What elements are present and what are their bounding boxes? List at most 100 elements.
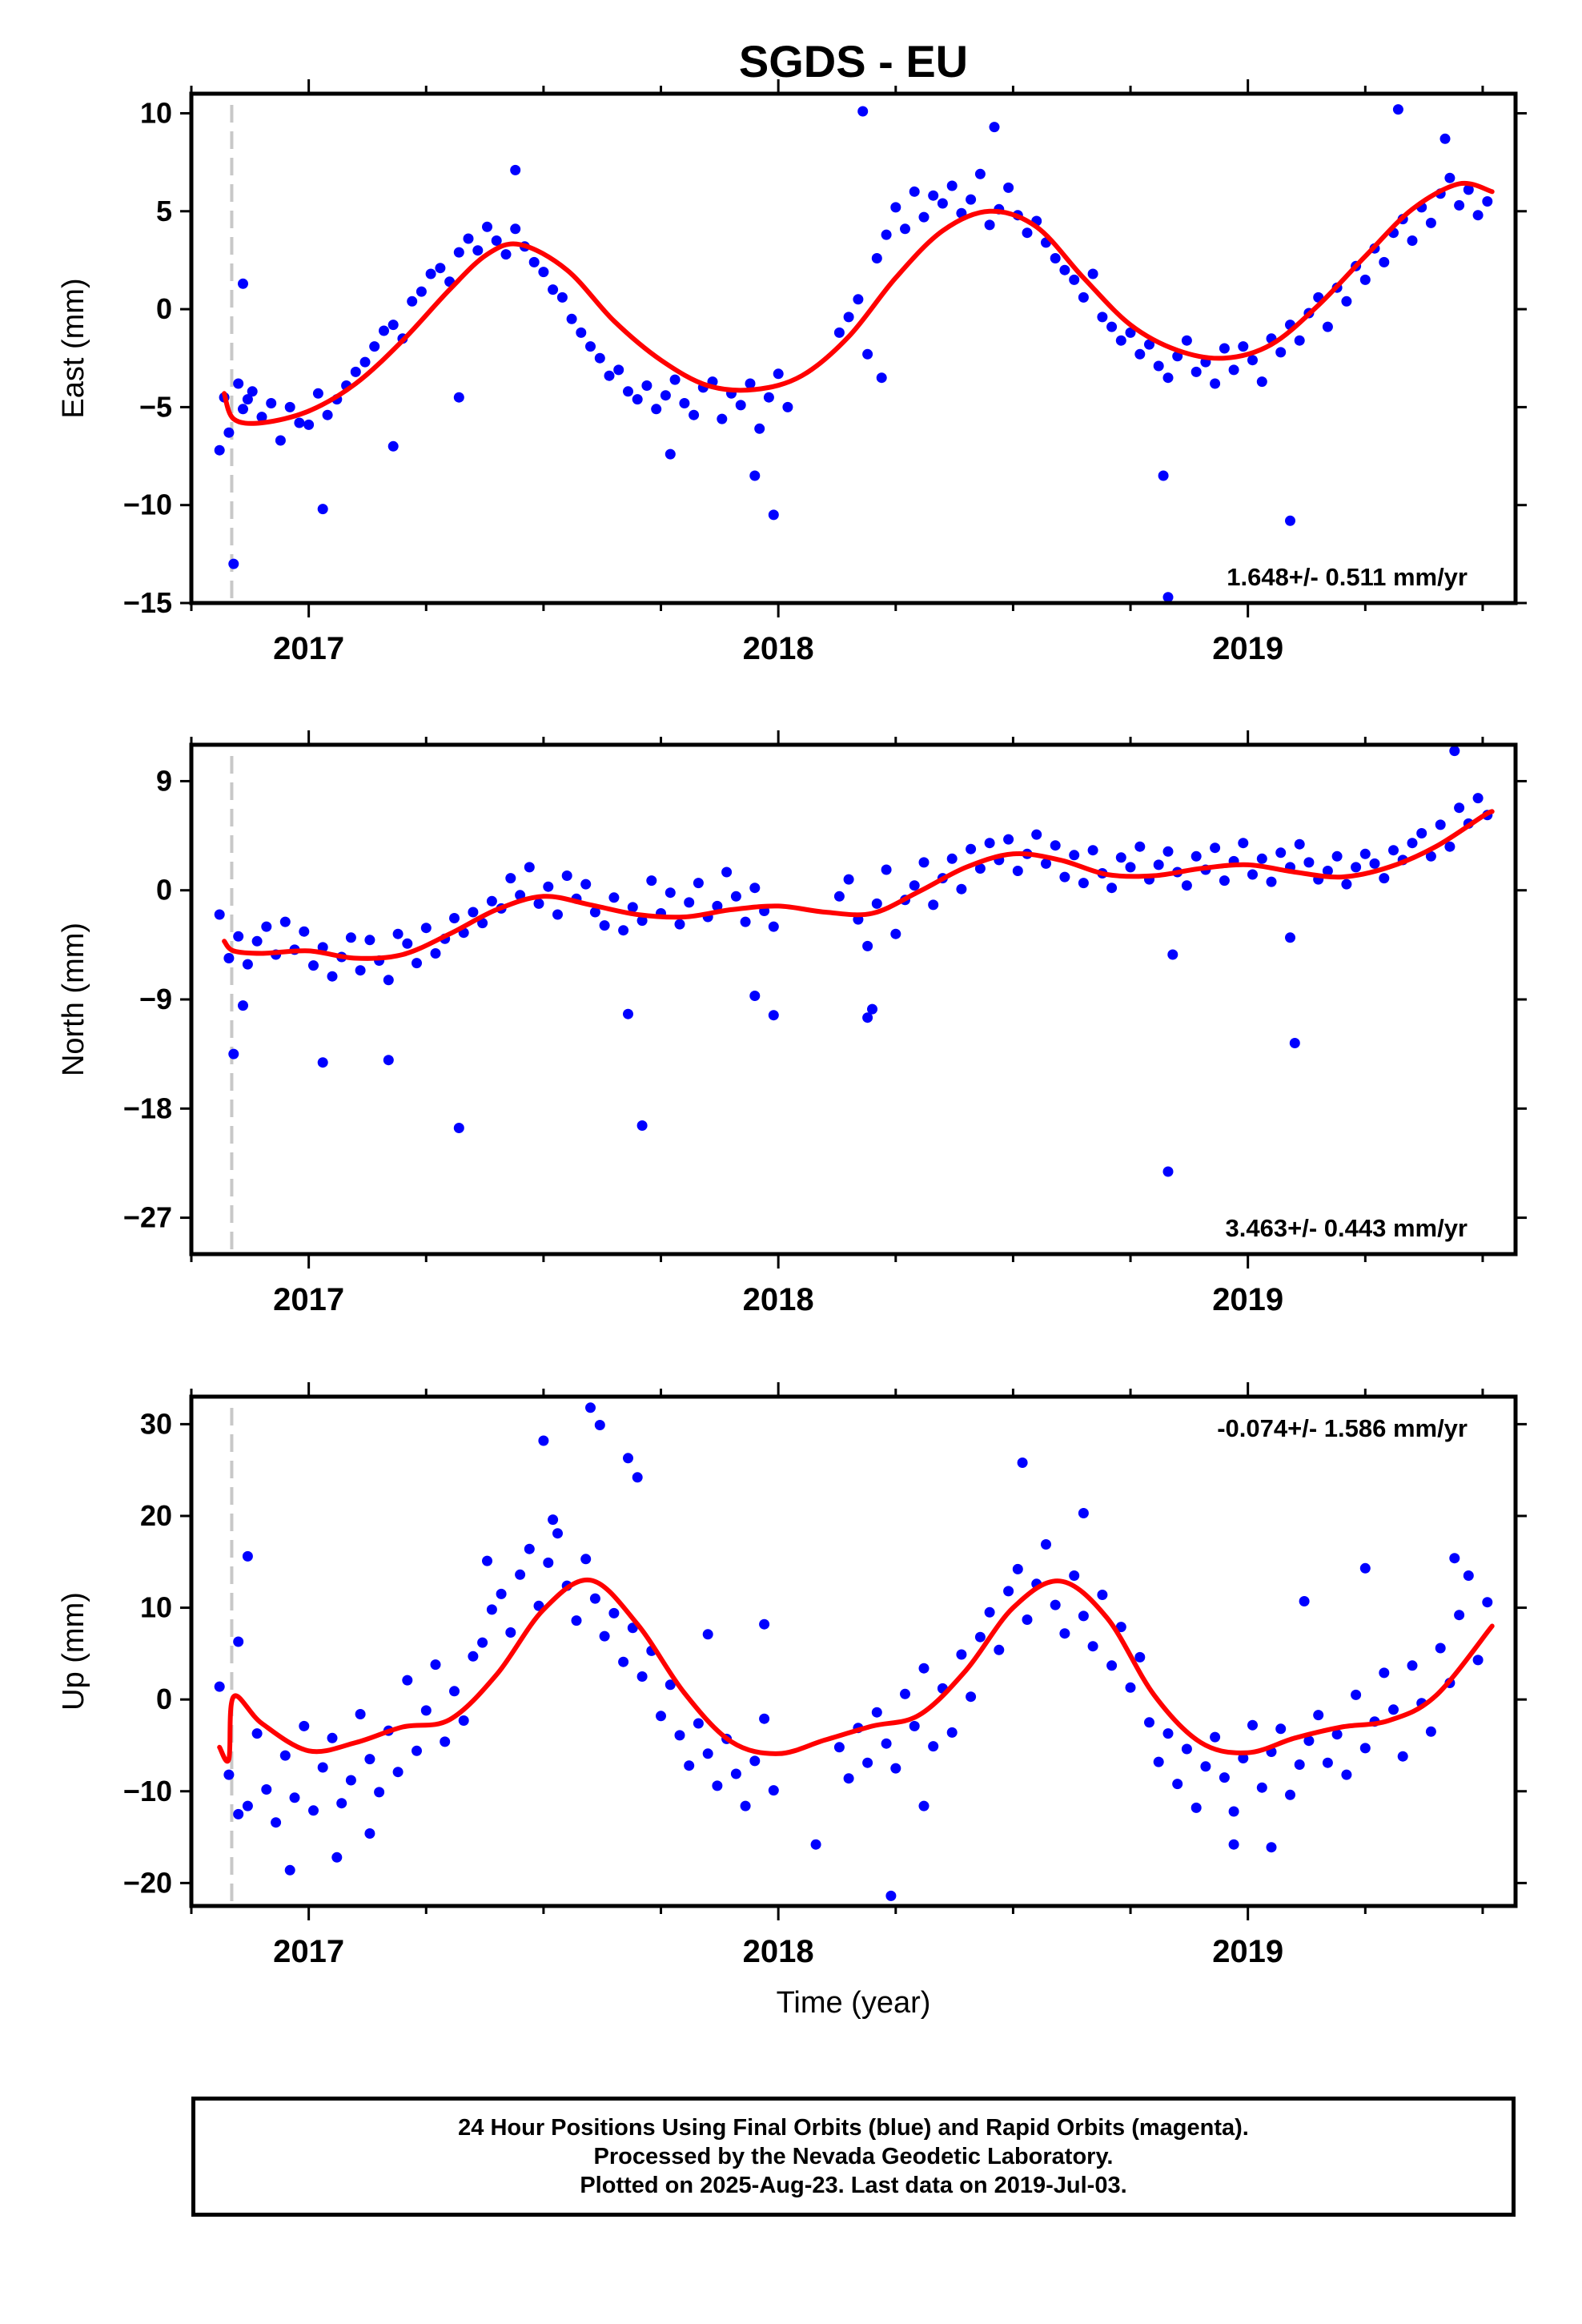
data-point xyxy=(458,1715,469,1726)
data-point xyxy=(425,268,436,279)
data-point xyxy=(1238,341,1249,352)
data-point xyxy=(585,341,596,352)
data-point xyxy=(322,409,333,420)
footer-line-3: Plotted on 2025-Aug-23. Last data on 201… xyxy=(580,2173,1127,2198)
data-point xyxy=(702,1629,713,1640)
data-point xyxy=(618,925,629,936)
data-point xyxy=(1158,470,1169,481)
data-point xyxy=(665,1679,676,1691)
data-point xyxy=(387,440,399,452)
data-point xyxy=(524,1543,535,1554)
data-point xyxy=(1359,274,1371,285)
data-point xyxy=(1050,840,1061,851)
data-point xyxy=(1228,1806,1239,1817)
data-point xyxy=(303,419,315,430)
data-point xyxy=(1106,1660,1118,1671)
data-point xyxy=(279,1750,291,1761)
data-point xyxy=(1144,1717,1154,1728)
data-point xyxy=(477,1637,488,1648)
data-point xyxy=(1454,199,1465,211)
data-point xyxy=(862,940,873,951)
data-point xyxy=(1219,343,1230,354)
data-point xyxy=(1219,1772,1230,1783)
data-point xyxy=(928,899,939,911)
data-point xyxy=(1162,1166,1174,1177)
data-point xyxy=(1003,182,1014,193)
y-tick-label: 0 xyxy=(156,292,172,325)
data-point xyxy=(994,1644,1005,1655)
data-point xyxy=(735,400,746,411)
data-point xyxy=(730,1768,741,1779)
data-point xyxy=(693,878,704,889)
data-point xyxy=(1322,1757,1333,1768)
data-point xyxy=(1369,858,1380,869)
data-point xyxy=(1078,1610,1089,1622)
data-point xyxy=(890,202,901,213)
data-point xyxy=(740,1800,751,1811)
data-point xyxy=(453,247,464,258)
data-point xyxy=(369,341,380,352)
data-point xyxy=(1351,1689,1362,1700)
data-point xyxy=(669,374,681,385)
data-point xyxy=(594,352,605,364)
data-point xyxy=(420,1705,432,1716)
data-point xyxy=(463,233,474,244)
data-point xyxy=(1031,829,1042,840)
data-point xyxy=(1106,321,1118,332)
data-point xyxy=(966,843,977,854)
data-point xyxy=(1003,1586,1014,1597)
x-tick-label: 2017 xyxy=(273,1934,344,1969)
data-point xyxy=(1022,227,1033,239)
data-point xyxy=(364,935,375,946)
data-point xyxy=(1359,1562,1371,1574)
data-point xyxy=(1449,1553,1460,1564)
data-point xyxy=(1313,1710,1324,1721)
y-tick-label: 9 xyxy=(156,764,172,797)
data-point xyxy=(1050,1599,1061,1610)
data-point xyxy=(1435,819,1446,830)
y-tick-label: 5 xyxy=(156,195,172,227)
data-point xyxy=(946,853,958,864)
data-point xyxy=(214,444,225,456)
footer-note: 24 Hour Positions Using Final Orbits (bl… xyxy=(191,2097,1516,2217)
data-point xyxy=(1125,1682,1136,1693)
data-point xyxy=(1162,372,1174,384)
data-point xyxy=(674,919,685,930)
data-point xyxy=(1134,348,1146,360)
data-point xyxy=(524,862,535,873)
data-point xyxy=(871,1707,882,1718)
data-point xyxy=(556,292,568,303)
data-point xyxy=(1219,875,1230,887)
data-point xyxy=(867,1003,877,1015)
data-point xyxy=(1256,1782,1267,1793)
data-point xyxy=(1069,1570,1080,1581)
data-point xyxy=(548,284,559,296)
data-point xyxy=(543,881,554,892)
data-point xyxy=(589,907,600,918)
data-point xyxy=(317,1762,328,1773)
data-point xyxy=(505,1627,516,1638)
data-point xyxy=(1191,1802,1202,1813)
data-point xyxy=(1416,828,1427,838)
data-point xyxy=(618,1656,629,1667)
data-point xyxy=(1153,360,1164,372)
data-point xyxy=(552,1528,563,1539)
y-axis-label: East (mm) xyxy=(57,278,90,418)
data-point xyxy=(1472,210,1484,221)
data-point xyxy=(759,1618,770,1630)
data-point xyxy=(833,1742,845,1753)
data-point xyxy=(604,370,615,381)
data-point xyxy=(251,935,263,947)
data-point xyxy=(810,1839,821,1850)
data-point xyxy=(984,1606,995,1618)
data-point xyxy=(1153,859,1164,870)
data-point xyxy=(833,891,845,902)
data-point xyxy=(946,1727,958,1738)
data-point xyxy=(1041,858,1051,869)
data-point xyxy=(580,879,592,890)
data-point xyxy=(1200,1761,1211,1772)
data-point xyxy=(233,931,244,942)
data-point xyxy=(1444,172,1456,183)
data-point xyxy=(1341,1769,1352,1780)
data-point xyxy=(468,907,479,918)
